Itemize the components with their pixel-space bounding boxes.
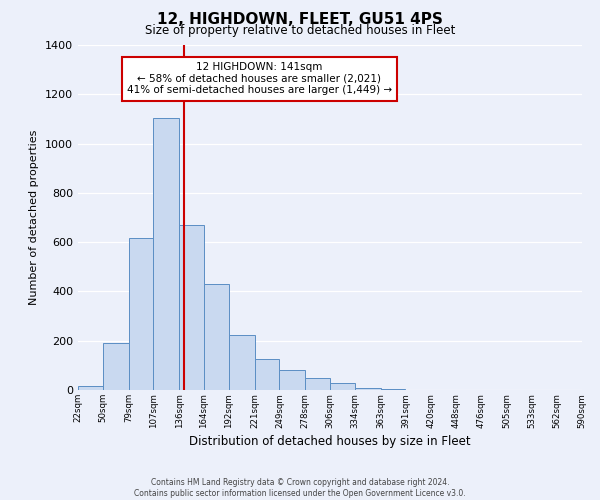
X-axis label: Distribution of detached houses by size in Fleet: Distribution of detached houses by size … (189, 434, 471, 448)
Bar (103, 343, 128, 390)
Bar (305, 378, 330, 390)
Text: Contains HM Land Registry data © Crown copyright and database right 2024.
Contai: Contains HM Land Registry data © Crown c… (134, 478, 466, 498)
Bar (128, 238, 154, 390)
Bar (355, 388, 380, 390)
Bar (330, 384, 355, 390)
Bar (179, 225, 204, 390)
Bar (78, 386, 103, 390)
Bar (254, 359, 280, 390)
Bar (280, 370, 305, 390)
Bar (154, 118, 179, 390)
Bar (204, 284, 229, 390)
Bar (380, 389, 406, 390)
Text: 12, HIGHDOWN, FLEET, GU51 4PS: 12, HIGHDOWN, FLEET, GU51 4PS (157, 12, 443, 28)
Bar (229, 334, 254, 390)
Y-axis label: Number of detached properties: Number of detached properties (29, 130, 40, 305)
Text: 12 HIGHDOWN: 141sqm
← 58% of detached houses are smaller (2,021)
41% of semi-det: 12 HIGHDOWN: 141sqm ← 58% of detached ho… (127, 62, 392, 96)
Text: Size of property relative to detached houses in Fleet: Size of property relative to detached ho… (145, 24, 455, 37)
